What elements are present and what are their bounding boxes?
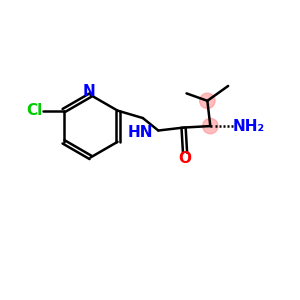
Text: Cl: Cl — [26, 103, 43, 118]
Circle shape — [200, 93, 215, 109]
Text: NH₂: NH₂ — [233, 118, 265, 134]
Circle shape — [202, 118, 218, 134]
Text: HN: HN — [128, 124, 153, 140]
Text: O: O — [178, 151, 192, 166]
Text: N: N — [83, 84, 95, 99]
